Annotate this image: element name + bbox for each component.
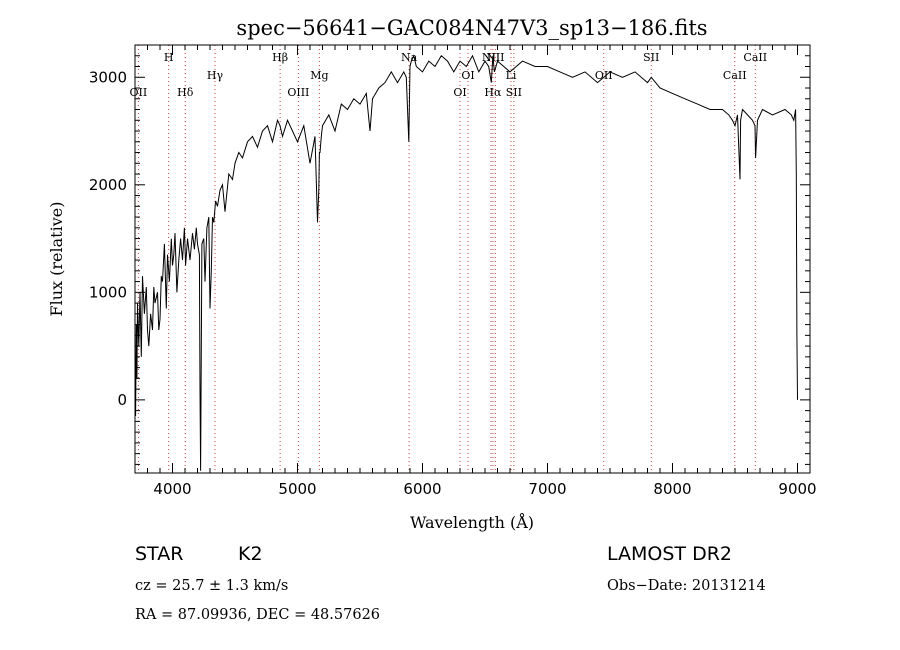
x-tick-label: 6000 — [403, 480, 441, 498]
spectral-line-label: Hβ — [272, 51, 288, 64]
x-tick-labels: 4000 5000 6000 7000 8000 9000 — [153, 480, 816, 498]
spectral-line-label: NII — [486, 51, 504, 64]
spectral-line-label: Na — [401, 51, 418, 64]
x-tick-label: 8000 — [653, 480, 691, 498]
spectral-line-label: OIII — [287, 86, 309, 99]
y-tick-label: 1000 — [89, 283, 127, 301]
y-tick-labels: 0 1000 2000 3000 — [89, 68, 127, 409]
obs-date-text: Obs−Date: 20131214 — [607, 578, 766, 594]
spectral-line-label: Hα — [484, 86, 502, 99]
spectral-line-labels: OIIHHδHγHβOIIIMgNaOIOINIIHαNIILiSIIOIISI… — [130, 51, 768, 99]
x-tick-label: 4000 — [153, 480, 191, 498]
spectral-line-label: CaII — [723, 69, 747, 82]
spectral-line-label: OI — [453, 86, 466, 99]
x-axis-label: Wavelength (Å) — [410, 512, 534, 532]
spectral-line-label: Mg — [310, 69, 328, 82]
object-subclass: K2 — [238, 543, 263, 565]
spectral-line-label: SII — [643, 51, 659, 64]
object-class: STAR — [135, 543, 183, 565]
spectral-line-label: OII — [595, 69, 613, 82]
spectral-line-label: OI — [461, 69, 474, 82]
y-tick-label: 2000 — [89, 176, 127, 194]
spectral-line-label: H — [164, 51, 174, 64]
x-tick-label: 5000 — [278, 480, 316, 498]
spectral-line-label: OII — [130, 86, 148, 99]
spectral-line-label: Li — [506, 69, 517, 82]
spectrum-series-line — [134, 54, 798, 471]
spectral-line-label: CaII — [743, 51, 767, 64]
redshift-text: cz = 25.7 ± 1.3 km/s — [135, 578, 288, 594]
survey-name: LAMOST DR2 — [607, 543, 732, 565]
spectral-line-label: SII — [506, 86, 522, 99]
spectral-line-label: NII — [482, 51, 500, 64]
x-tick-label: 9000 — [778, 480, 816, 498]
y-axis-label: Flux (relative) — [47, 202, 66, 317]
coordinates-text: RA = 87.09936, DEC = 48.57626 — [135, 607, 380, 623]
chart-title: spec−56641−GAC084N47V3_sp13−186.fits — [236, 16, 707, 40]
y-tick-label: 3000 — [89, 68, 127, 86]
spectral-line-markers — [137, 45, 756, 473]
x-tick-label: 7000 — [528, 480, 566, 498]
y-tick-label: 0 — [117, 391, 127, 409]
spectral-line-label: Hδ — [177, 86, 194, 99]
axis-ticks — [134, 44, 811, 473]
spectral-line-label: Hγ — [207, 69, 224, 82]
